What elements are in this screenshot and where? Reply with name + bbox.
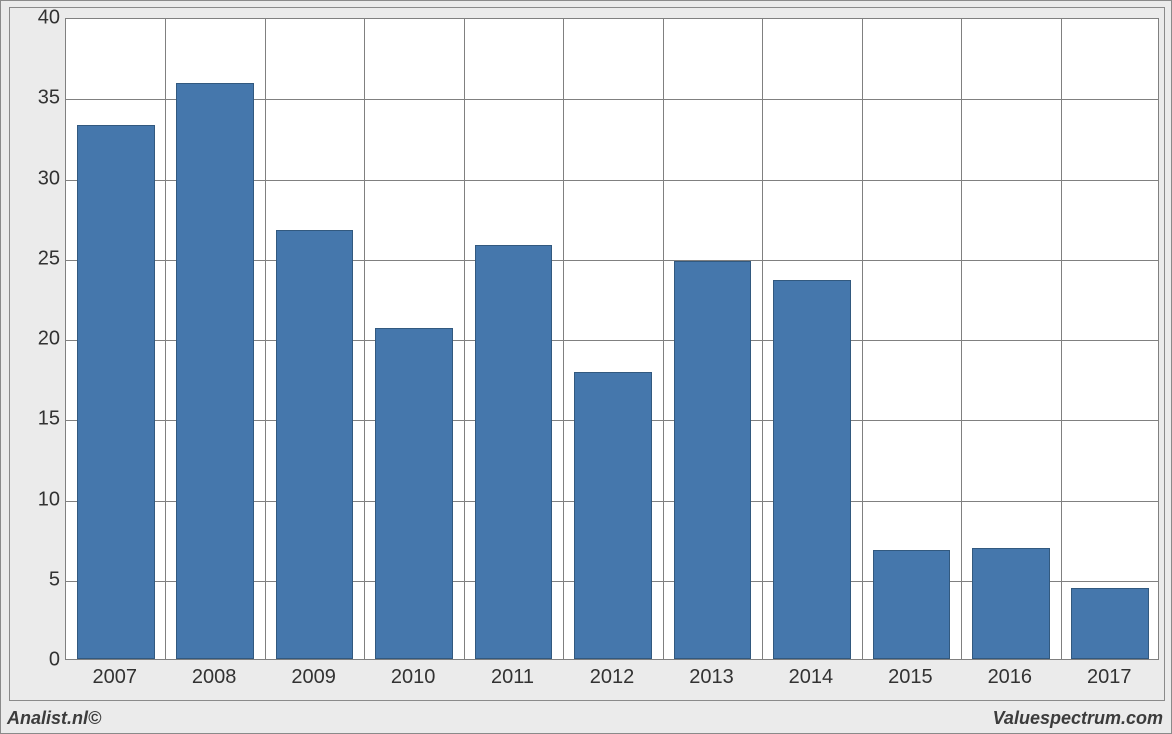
gridline-vertical xyxy=(563,19,564,659)
gridline-vertical xyxy=(265,19,266,659)
x-tick-label: 2012 xyxy=(590,666,635,689)
gridline-vertical xyxy=(961,19,962,659)
bar xyxy=(276,230,354,659)
bar xyxy=(77,125,155,659)
y-tick-label: 40 xyxy=(20,7,60,30)
bar xyxy=(574,372,652,659)
bar xyxy=(176,83,254,659)
gridline-vertical xyxy=(762,19,763,659)
y-tick-label: 20 xyxy=(20,328,60,351)
x-tick-label: 2017 xyxy=(1087,666,1132,689)
x-tick-label: 2014 xyxy=(789,666,834,689)
gridline-vertical xyxy=(862,19,863,659)
x-tick-label: 2015 xyxy=(888,666,933,689)
gridline-vertical xyxy=(364,19,365,659)
gridline-vertical xyxy=(464,19,465,659)
bar xyxy=(1071,588,1149,659)
bar xyxy=(475,245,553,659)
chart-container: 0 5 10 15 20 25 30 35 40 2007 2008 2009 2010 2011 201… xyxy=(0,0,1172,734)
gridline-vertical xyxy=(1061,19,1062,659)
y-tick-label: 25 xyxy=(20,247,60,270)
x-tick-label: 2010 xyxy=(391,666,436,689)
chart-frame: 0 5 10 15 20 25 30 35 40 2007 2008 2009 2010 2011 201… xyxy=(9,7,1165,701)
y-tick-label: 0 xyxy=(20,649,60,672)
gridline-vertical xyxy=(663,19,664,659)
y-tick-label: 15 xyxy=(20,408,60,431)
x-tick-label: 2008 xyxy=(192,666,237,689)
gridline-vertical xyxy=(165,19,166,659)
y-tick-label: 5 xyxy=(20,568,60,591)
x-tick-label: 2011 xyxy=(491,666,534,689)
y-tick-label: 10 xyxy=(20,488,60,511)
bar xyxy=(375,328,453,659)
bar xyxy=(972,548,1050,659)
y-tick-label: 30 xyxy=(20,167,60,190)
footer-left-credit: Analist.nl© xyxy=(7,708,101,729)
y-tick-label: 35 xyxy=(20,87,60,110)
bar xyxy=(773,280,851,659)
bar xyxy=(674,261,752,659)
plot-area xyxy=(65,18,1159,660)
bar xyxy=(873,550,951,659)
x-tick-label: 2013 xyxy=(689,666,734,689)
x-tick-label: 2016 xyxy=(988,666,1033,689)
x-tick-label: 2007 xyxy=(92,666,137,689)
footer-right-credit: Valuespectrum.com xyxy=(993,708,1163,729)
x-tick-label: 2009 xyxy=(291,666,336,689)
